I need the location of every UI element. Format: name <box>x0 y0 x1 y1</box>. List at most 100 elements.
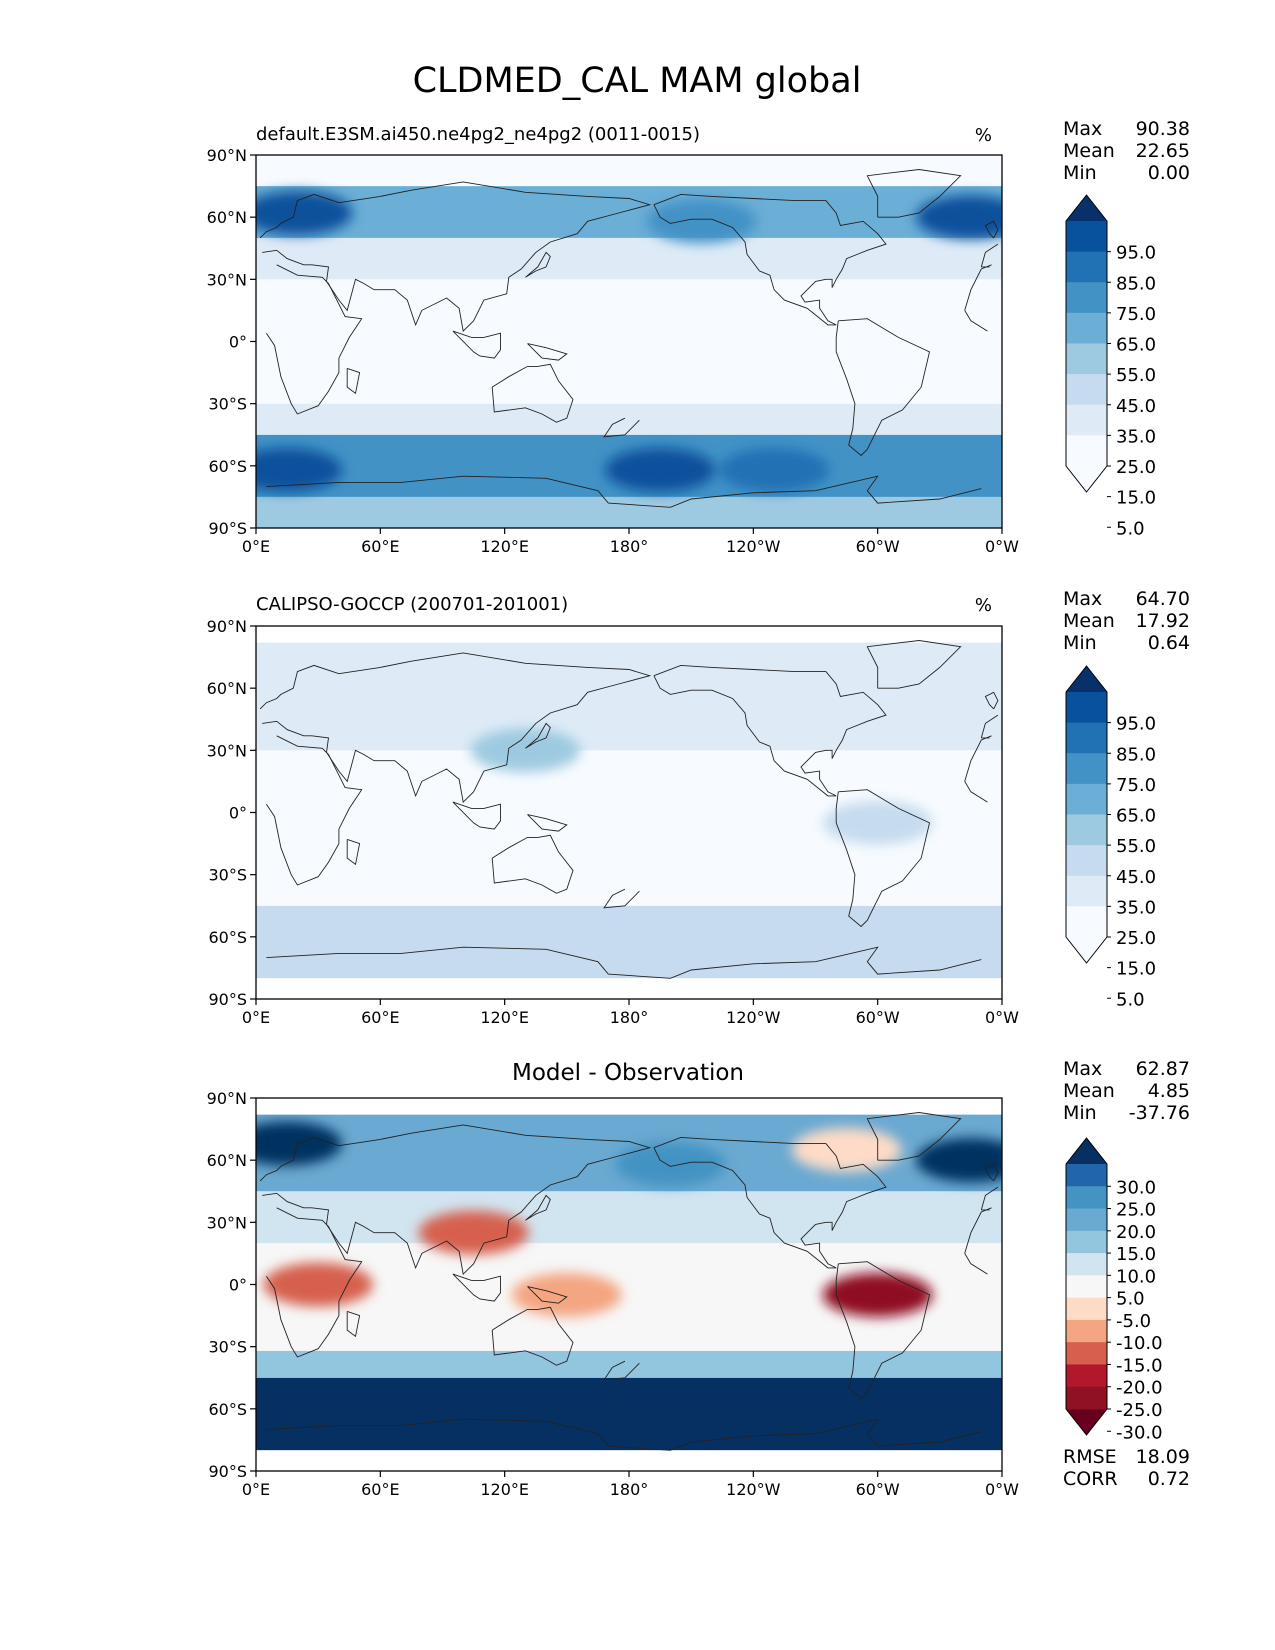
lon-tick-label: 60°E <box>361 537 399 556</box>
colorbar-segment <box>1066 814 1107 846</box>
lon-tick-label: 0°W <box>985 1480 1019 1499</box>
lat-band <box>256 1191 1002 1244</box>
coastline <box>491 1306 574 1366</box>
coastline <box>527 1286 568 1304</box>
field-feature <box>263 1262 374 1307</box>
colorbar-tick-label: -25.0 <box>1116 1400 1163 1421</box>
colorbar-extend-max <box>1066 666 1107 692</box>
panel-model-units: % <box>975 125 992 146</box>
stat-min-value: 0.00 <box>1148 162 1190 184</box>
lon-tick-label: 0°E <box>242 1480 270 1499</box>
colorbar-tick-label: 45.0 <box>1116 396 1156 417</box>
stat-mean-value: 4.85 <box>1148 1080 1190 1102</box>
colorbar-tick-label: -5.0 <box>1116 1311 1151 1332</box>
field-feature <box>256 447 343 492</box>
colorbar-tick-label: 30.0 <box>1116 1177 1156 1198</box>
lat-tick-label: 90°N <box>207 146 247 165</box>
lon-tick-label: 180° <box>610 537 649 556</box>
coastline <box>491 363 574 423</box>
lat-band <box>256 237 1002 280</box>
field-feature <box>470 728 581 773</box>
coastline <box>835 1261 931 1400</box>
colorbar-segment <box>1066 343 1107 375</box>
lon-tick-label: 60°W <box>856 1008 900 1027</box>
field-feature <box>256 1121 343 1166</box>
colorbar-tick-label: -10.0 <box>1116 1333 1163 1354</box>
coastline <box>346 838 361 866</box>
field-feature <box>719 447 830 492</box>
coastline <box>525 1194 551 1221</box>
lat-band <box>256 905 1002 979</box>
coastline <box>346 1310 361 1338</box>
stat-mean-label: Mean <box>1063 610 1115 632</box>
colorbar-segment <box>1066 1364 1107 1388</box>
coastline <box>452 801 501 830</box>
stat-max-value: 64.70 <box>1136 588 1190 610</box>
colorbar-tick-label: 25.0 <box>1116 928 1156 949</box>
coastline <box>866 169 962 218</box>
colorbar-segment <box>1066 875 1107 907</box>
coastline <box>491 834 574 894</box>
colorbar-segment <box>1066 783 1107 815</box>
stat-min-value: -37.76 <box>1129 1102 1190 1124</box>
lon-tick-label: 60°E <box>361 1008 399 1027</box>
field-feature <box>791 1127 902 1172</box>
lat-tick-label: 0° <box>229 333 247 352</box>
colorbar-tick-label: 65.0 <box>1116 335 1156 356</box>
lat-tick-label: 30°S <box>208 866 247 885</box>
lat-tick-label: 30°N <box>207 741 247 760</box>
stat-max-value: 90.38 <box>1136 118 1190 140</box>
lon-tick-label: 0°E <box>242 1008 270 1027</box>
field-feature <box>822 800 933 845</box>
colorbar-segment <box>1066 1297 1107 1321</box>
colorbar-segment <box>1066 1208 1107 1232</box>
stat-max-label: Max <box>1063 118 1102 140</box>
lat-tick-label: 90°S <box>208 1462 247 1481</box>
colorbar-observation: 95.0 85.0 75.0 65.0 55.0 45.0 35.0 25.0 15.0 5.0 <box>1065 665 1156 1010</box>
panel-observation-title: CALIPSO-GOCCP (200701-201001) <box>256 594 568 615</box>
colorbar-segment <box>1066 1386 1107 1410</box>
colorbar-tick-label: -15.0 <box>1116 1355 1163 1376</box>
colorbar-tick-label: 75.0 <box>1116 775 1156 796</box>
lat-tick-label: 30°S <box>208 1338 247 1357</box>
colorbar-tick-label: 20.0 <box>1116 1222 1156 1243</box>
lat-band <box>256 496 1002 528</box>
no-data-region <box>256 1450 1002 1471</box>
coastline <box>346 367 361 395</box>
colorbar-segment <box>1066 1253 1107 1276</box>
colorbar-tick-label: 15.0 <box>1116 1244 1156 1265</box>
lat-tick-label: 90°N <box>207 1089 247 1108</box>
coastline <box>527 343 568 361</box>
panel-observation: CALIPSO-GOCCP (200701-201001) % 90°N 60°N… <box>207 588 1190 1027</box>
lat-tick-label: 90°S <box>208 990 247 1009</box>
lat-tick-label: 0° <box>229 1276 247 1295</box>
stats-model: Max 90.38 Mean 22.65 Min 0.00 <box>1063 118 1190 184</box>
coastline <box>653 664 887 797</box>
field-feature <box>511 1272 622 1317</box>
lat-tick-label: 90°S <box>208 519 247 538</box>
lon-tick-label: 120°E <box>480 1480 529 1499</box>
stat-max-label: Max <box>1063 1058 1102 1080</box>
panel-model-title: default.E3SM.ai450.ne4pg2_ne4pg2 (0011-0… <box>256 124 700 145</box>
colorbar-tick-label: 55.0 <box>1116 365 1156 386</box>
lat-tick-label: 30°N <box>207 270 247 289</box>
panel-difference-title: Model - Observation <box>512 1060 744 1086</box>
stat-rmse-value: 18.09 <box>1136 1446 1190 1468</box>
lon-tick-label: 60°W <box>856 1480 900 1499</box>
coastline <box>603 888 640 909</box>
coastline <box>984 691 999 710</box>
lon-tick-label: 180° <box>610 1008 649 1027</box>
panel-model: default.E3SM.ai450.ne4pg2_ne4pg2 (0011-0… <box>207 118 1190 556</box>
lon-tick-label: 120°E <box>480 537 529 556</box>
coastline <box>266 1418 982 1451</box>
stat-mean-label: Mean <box>1063 140 1115 162</box>
stat-mean-value: 22.65 <box>1136 140 1190 162</box>
coastline <box>653 193 887 326</box>
field-feature <box>418 1210 529 1255</box>
colorbar-tick-label: 10.0 <box>1116 1266 1156 1287</box>
colorbar-tick-label: 55.0 <box>1116 836 1156 857</box>
stat-min-label: Min <box>1063 632 1097 654</box>
lat-tick-label: 60°S <box>208 1400 247 1419</box>
stat-min-label: Min <box>1063 1102 1097 1124</box>
